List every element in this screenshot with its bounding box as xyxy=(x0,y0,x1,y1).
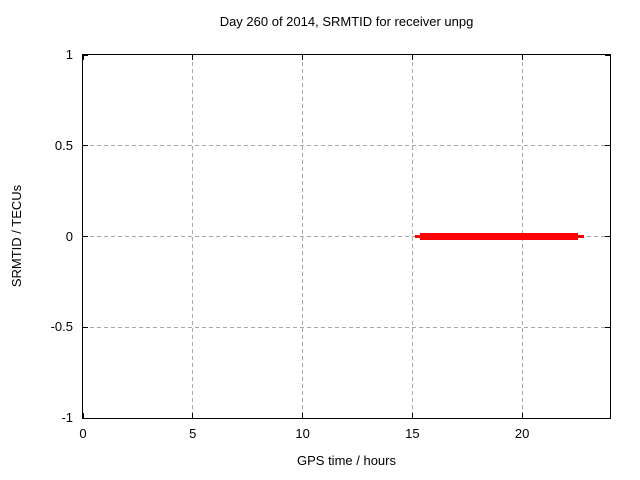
y-tick-mark-right xyxy=(605,145,610,147)
x-tick-label: 5 xyxy=(189,426,197,441)
y-tick-label: 0 xyxy=(65,228,73,244)
x-tick-mark-top xyxy=(302,55,304,60)
x-tick-mark xyxy=(192,413,194,418)
y-tick-mark-right xyxy=(605,54,610,56)
x-tick-mark-top xyxy=(192,55,194,60)
x-tick-mark-top xyxy=(82,55,84,60)
series-segment xyxy=(420,233,579,240)
y-tick-label: -1 xyxy=(61,410,73,425)
x-tick-mark xyxy=(82,413,84,418)
y-tick-mark xyxy=(83,236,88,237)
plot-area xyxy=(82,54,611,419)
x-axis-label: GPS time / hours xyxy=(297,453,396,468)
x-tick-label: 10 xyxy=(295,426,310,441)
x-tick-mark-top xyxy=(521,55,523,60)
x-tick-label: 20 xyxy=(514,426,530,441)
x-tick-mark-top xyxy=(411,55,413,60)
y-tick-mark-right xyxy=(605,236,610,237)
y-tick-mark xyxy=(83,326,88,328)
y-tick-mark xyxy=(83,54,88,56)
y-tick-label: 0.5 xyxy=(54,137,73,153)
y-tick-mark xyxy=(83,417,88,419)
y-gridline xyxy=(83,236,610,237)
y-tick-mark-right xyxy=(605,417,610,419)
x-tick-mark xyxy=(521,413,523,418)
x-tick-mark xyxy=(302,413,304,418)
chart-title: Day 260 of 2014, SRMTID for receiver unp… xyxy=(219,14,474,29)
x-tick-label: 0 xyxy=(79,426,87,441)
x-tick-mark xyxy=(411,413,413,418)
x-tick-label: 15 xyxy=(405,426,420,441)
y-tick-mark xyxy=(83,145,88,147)
y-gridline xyxy=(83,326,610,328)
y-tick-label: 1 xyxy=(65,47,73,62)
y-tick-mark-right xyxy=(605,326,610,328)
y-gridline xyxy=(83,145,610,147)
y-tick-label: -0.5 xyxy=(50,319,73,335)
